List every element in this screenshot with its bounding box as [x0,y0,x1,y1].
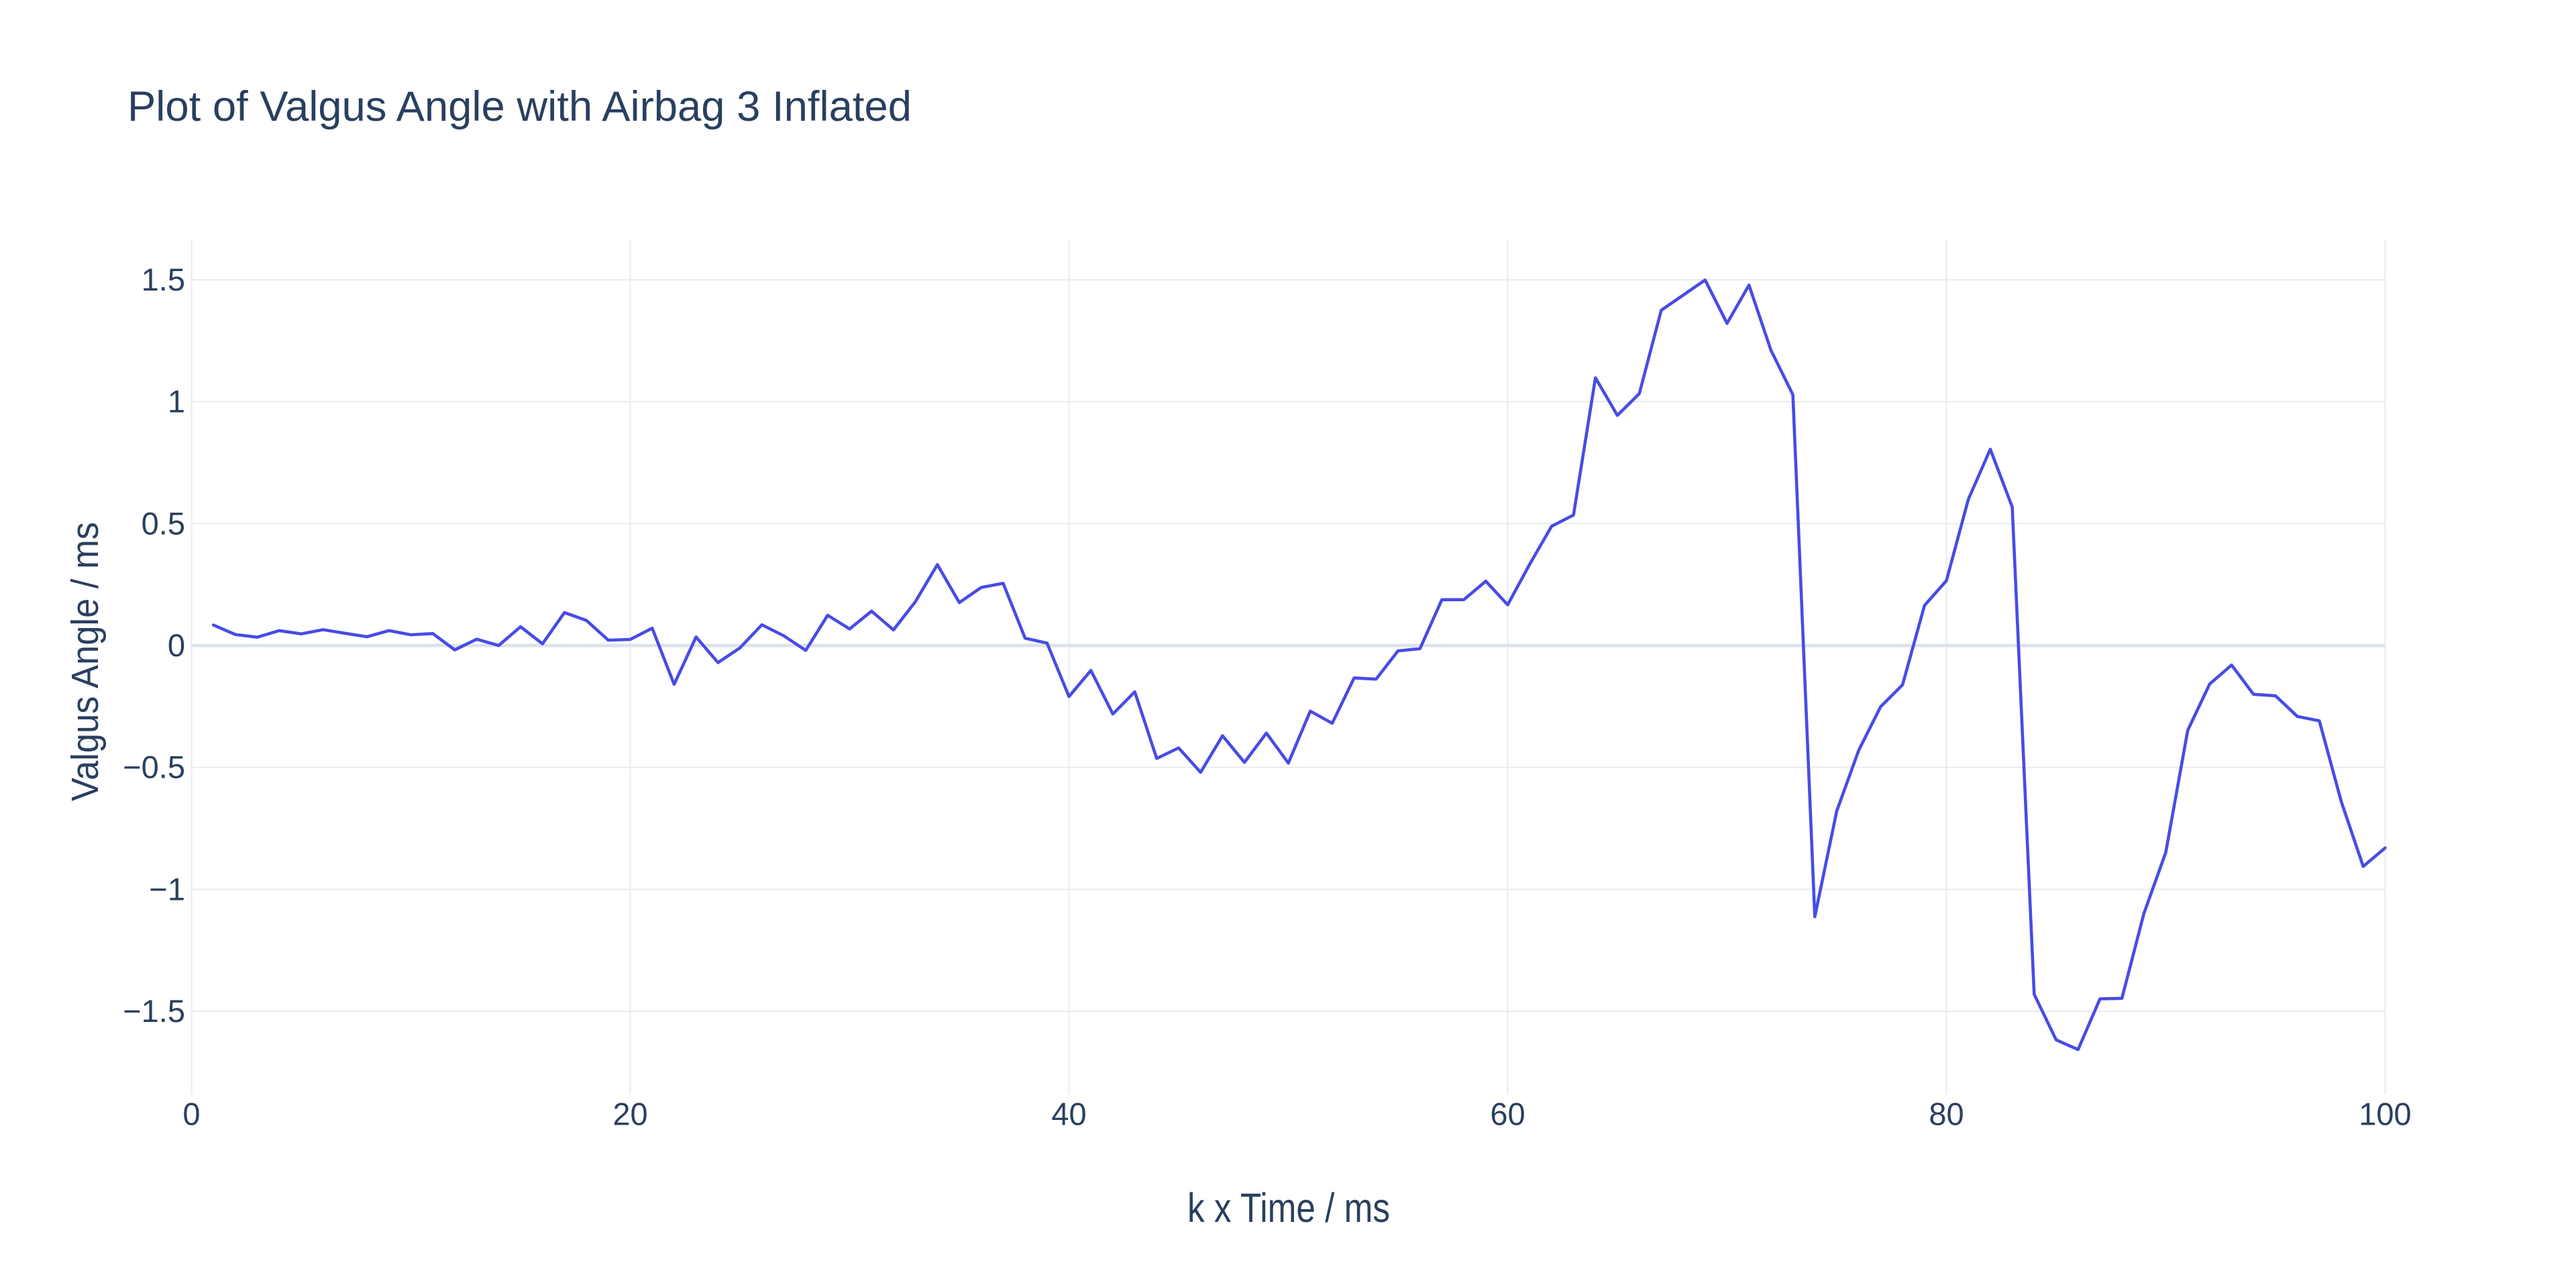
svg-text:1: 1 [168,384,185,419]
svg-text:1.5: 1.5 [142,262,185,297]
svg-text:0.5: 0.5 [142,505,185,541]
svg-text:−1.5: −1.5 [123,993,185,1029]
svg-text:−1: −1 [149,871,185,907]
svg-text:Valgus Angle / ms: Valgus Angle / ms [64,522,107,801]
svg-text:100: 100 [2359,1096,2411,1132]
svg-text:−0.5: −0.5 [123,750,185,785]
svg-text:0: 0 [168,627,185,663]
svg-text:Plot of Valgus Angle with Airb: Plot of Valgus Angle with Airbag 3 Infla… [127,83,912,130]
svg-text:80: 80 [1929,1096,1964,1132]
svg-text:60: 60 [1490,1096,1525,1132]
svg-text:40: 40 [1051,1096,1086,1132]
svg-text:0: 0 [182,1096,200,1132]
svg-text:20: 20 [612,1096,647,1132]
svg-text:k x Time / ms: k x Time / ms [1187,1185,1390,1231]
